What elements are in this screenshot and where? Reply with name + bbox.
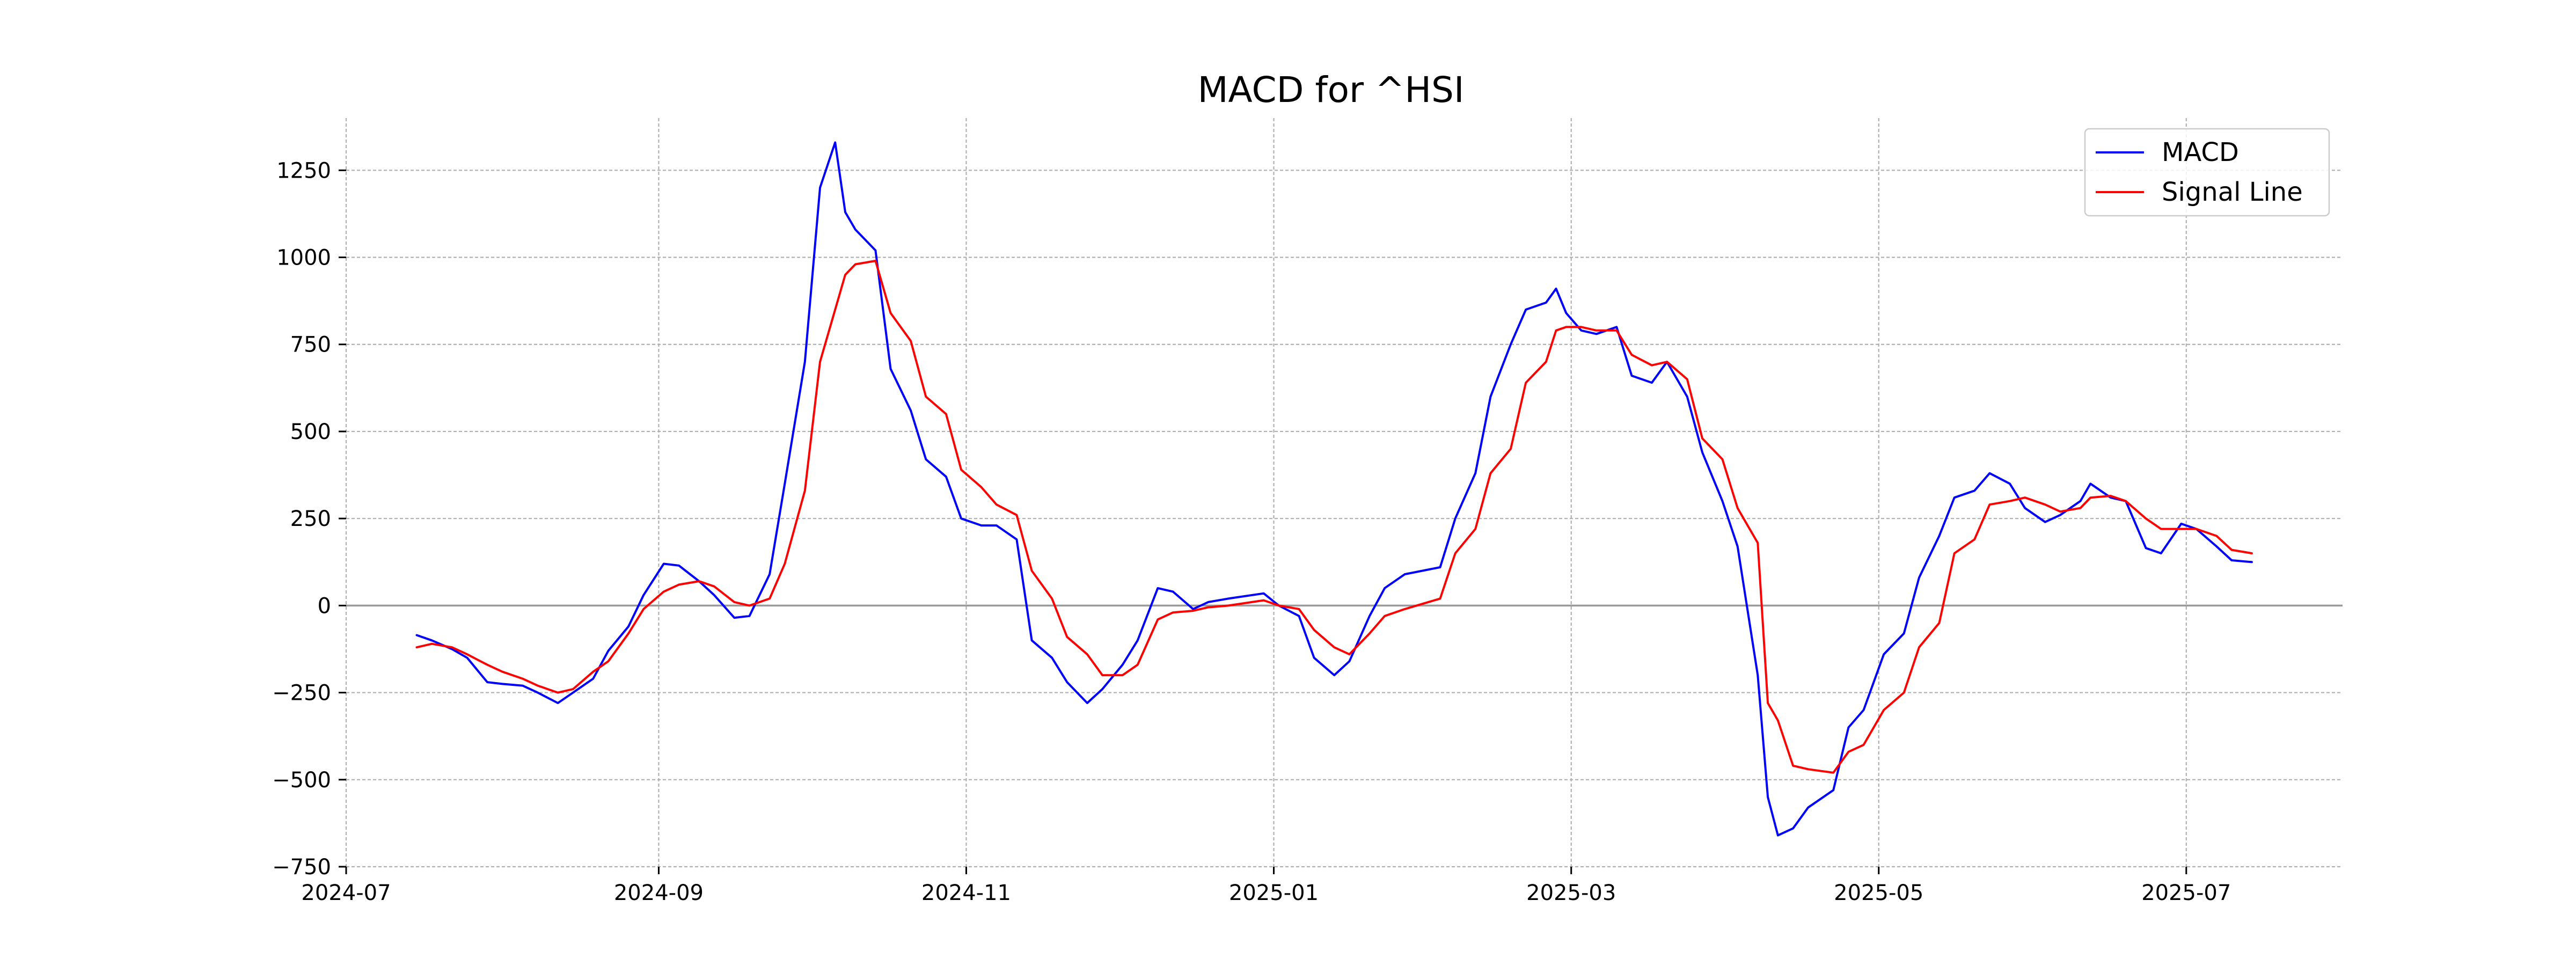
y-tick-label: 1000 xyxy=(276,246,331,270)
series-lines xyxy=(415,141,2253,837)
y-tick-label: 0 xyxy=(318,594,331,618)
y-tick-label: 500 xyxy=(290,420,331,444)
x-tick-label: 2024-09 xyxy=(614,881,704,905)
x-tick-label: 2025-05 xyxy=(1834,881,1923,905)
y-tick-label: 750 xyxy=(290,333,331,357)
x-axis: 2024-07 2024-09 2024-11 2025-01 2025-03 2025-… xyxy=(301,867,2231,905)
x-tick-label: 2024-07 xyxy=(301,881,391,905)
series-line-macd xyxy=(415,141,2253,837)
y-tick-label: −250 xyxy=(272,681,331,706)
x-tick-label: 2025-07 xyxy=(2141,881,2231,905)
legend-box xyxy=(2084,128,2330,217)
x-tick-label: 2024-11 xyxy=(921,881,1011,905)
legend-label-signal-line: Signal Line xyxy=(2162,177,2303,207)
y-tick-label: 250 xyxy=(290,507,331,531)
chart-title: MACD for ^HSI xyxy=(1198,69,1465,111)
legend: MACD Signal Line xyxy=(2084,128,2330,217)
y-tick-label: 1250 xyxy=(276,158,331,183)
y-tick-label: −500 xyxy=(272,768,331,793)
legend-label-macd: MACD xyxy=(2162,137,2239,167)
x-tick-label: 2025-01 xyxy=(1229,881,1319,905)
x-tick-label: 2025-03 xyxy=(1526,881,1616,905)
y-tick-label: −750 xyxy=(272,855,331,880)
grid-lines xyxy=(345,118,2343,868)
series-line-signal-line xyxy=(415,260,2253,774)
y-axis: −750 −500 −250 0 250 500 750 1000 1250 xyxy=(272,158,346,880)
